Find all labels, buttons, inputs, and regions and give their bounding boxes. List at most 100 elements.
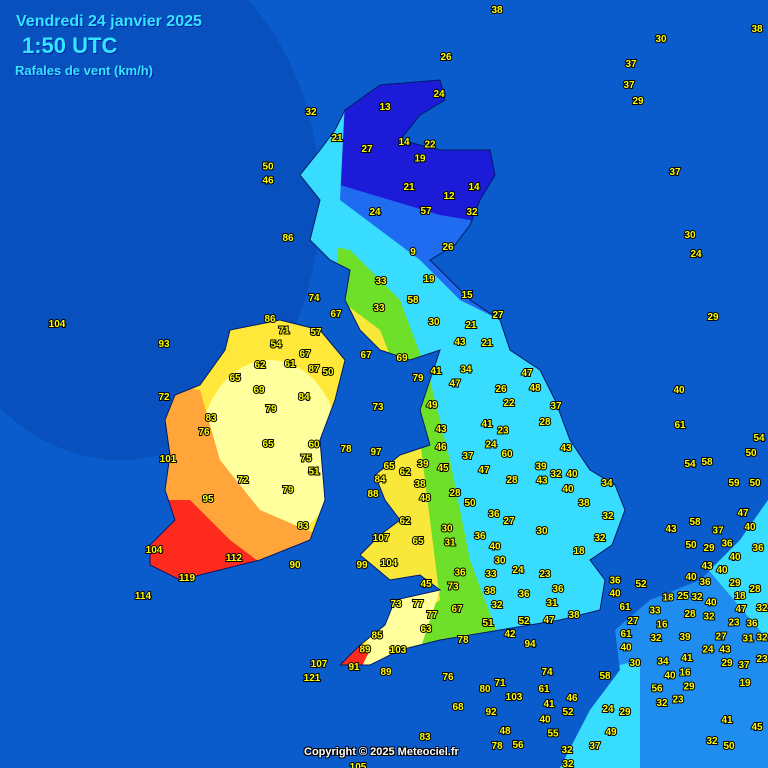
station-gust-value: 50 [685,540,697,551]
station-gust-value: 32 [305,107,317,118]
station-gust-value: 61 [674,420,686,431]
station-gust-value: 48 [529,383,541,394]
station-gust-value: 57 [310,327,322,338]
station-gust-value: 40 [562,484,574,495]
station-gust-value: 71 [494,678,506,689]
station-gust-value: 112 [226,553,243,564]
station-gust-value: 63 [420,624,432,635]
station-gust-value: 50 [262,162,274,173]
station-gust-value: 14 [468,182,480,193]
station-gust-value: 31 [742,633,754,644]
station-gust-value: 88 [367,489,379,500]
station-gust-value: 32 [594,533,606,544]
station-gust-value: 72 [237,475,249,486]
station-gust-value: 36 [454,568,466,579]
station-gust-value: 33 [373,303,385,314]
station-gust-value: 48 [419,493,431,504]
map-time: 1:50 UTC [22,33,118,58]
station-gust-value: 21 [331,133,343,144]
station-gust-value: 105 [350,762,367,768]
station-gust-value: 41 [681,653,693,664]
station-gust-value: 68 [452,702,464,713]
station-gust-value: 65 [262,439,274,450]
station-gust-value: 62 [399,467,411,478]
station-gust-value: 30 [684,230,696,241]
station-gust-value: 32 [491,600,503,611]
station-gust-value: 24 [602,704,614,715]
station-gust-value: 86 [282,233,294,244]
station-gust-value: 77 [412,599,424,610]
station-gust-value: 18 [734,591,746,602]
station-gust-value: 79 [282,485,294,496]
station-gust-value: 54 [753,433,765,444]
station-gust-value: 38 [414,479,426,490]
station-gust-value: 23 [756,654,768,665]
station-gust-value: 28 [506,475,518,486]
station-gust-value: 103 [390,645,407,656]
station-gust-value: 24 [433,89,445,100]
station-gust-value: 30 [629,658,641,669]
station-gust-value: 67 [451,604,463,615]
station-gust-value: 27 [627,616,639,627]
map-parameter: Rafales de vent (km/h) [15,63,153,78]
station-gust-value: 56 [512,740,524,751]
station-gust-value: 26 [440,52,452,63]
station-gust-value: 38 [568,610,580,621]
station-gust-value: 40 [744,522,756,533]
station-gust-value: 107 [311,659,328,670]
station-gust-value: 40 [489,542,501,553]
station-gust-value: 93 [158,339,170,350]
station-gust-value: 38 [578,498,590,509]
station-gust-value: 38 [751,24,763,35]
station-gust-value: 24 [369,207,381,218]
station-gust-value: 16 [679,668,691,679]
station-gust-value: 67 [330,309,342,320]
station-gust-value: 40 [609,589,621,600]
station-gust-value: 73 [372,402,384,413]
station-gust-value: 50 [322,367,334,378]
station-gust-value: 40 [673,385,685,396]
station-gust-value: 92 [485,707,497,718]
station-gust-value: 51 [308,467,320,478]
station-gust-value: 56 [651,684,663,695]
station-gust-value: 9 [410,247,416,258]
station-gust-value: 30 [655,34,667,45]
station-gust-value: 61 [284,359,296,370]
station-gust-value: 79 [265,404,277,415]
station-gust-value: 46 [566,693,578,704]
station-gust-value: 45 [751,722,763,733]
station-gust-value: 26 [442,242,454,253]
station-gust-value: 36 [609,575,621,586]
station-gust-value: 27 [715,631,727,642]
station-gust-value: 52 [635,579,647,590]
station-gust-value: 26 [495,384,507,395]
station-gust-value: 61 [538,684,550,695]
copyright: Copyright © 2025 Meteociel.fr [304,746,459,758]
station-gust-value: 49 [605,727,617,738]
station-gust-value: 59 [728,478,740,489]
station-gust-value: 23 [672,695,684,706]
station-gust-value: 28 [749,584,761,595]
station-gust-value: 32 [703,611,715,622]
station-gust-value: 43 [560,443,572,454]
station-gust-value: 19 [414,154,426,165]
station-gust-value: 43 [454,337,466,348]
station-gust-value: 54 [684,459,696,470]
station-gust-value: 67 [360,350,372,361]
station-gust-value: 37 [623,80,635,91]
station-gust-value: 34 [601,478,613,489]
station-gust-value: 58 [599,671,611,682]
station-gust-value: 29 [683,682,695,693]
station-gust-value: 24 [512,565,524,576]
station-gust-value: 74 [541,667,553,678]
station-gust-value: 90 [289,560,301,571]
station-gust-value: 104 [146,545,163,556]
station-gust-value: 101 [160,454,177,465]
station-gust-value: 89 [359,645,371,656]
station-gust-value: 50 [749,478,761,489]
station-gust-value: 86 [264,314,276,325]
station-gust-value: 51 [482,618,494,629]
station-gust-value: 29 [632,96,644,107]
station-gust-value: 84 [298,392,310,403]
station-gust-value: 23 [539,569,551,580]
